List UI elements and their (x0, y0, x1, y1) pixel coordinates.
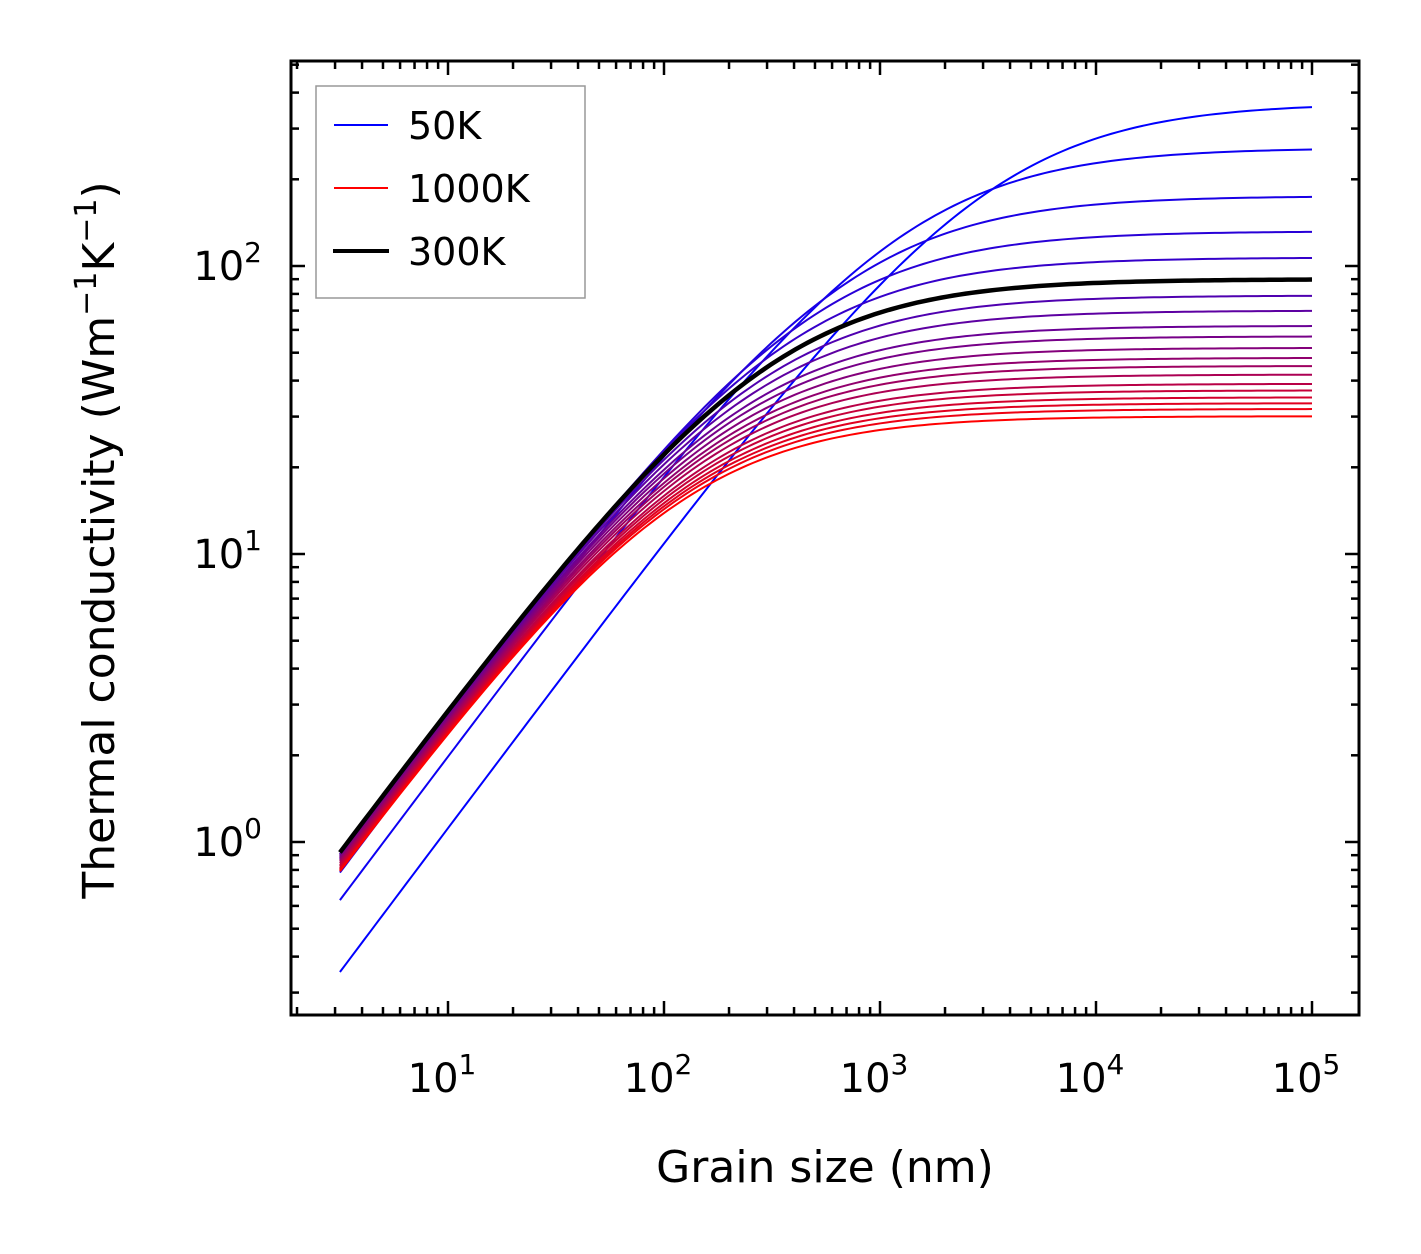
plot-frame (289, 59, 1361, 1017)
series-line-550k (339, 347, 1313, 859)
y-tick-label-base: 10 (193, 244, 244, 290)
series-line-50k (339, 106, 1313, 973)
x-tick-label: 104 (1056, 1048, 1125, 1102)
y-axis-label-unit: K (74, 242, 125, 272)
y-axis-label-close: ) (74, 181, 125, 198)
x-tick-label-base: 10 (408, 1056, 459, 1102)
legend-frame (315, 85, 586, 299)
y-tick-label: 100 (193, 812, 262, 866)
y-tick-label-base: 10 (193, 820, 244, 866)
series-line-950k (339, 408, 1313, 871)
x-tick-label: 101 (408, 1048, 477, 1102)
y-axis-label: Thermal conductivity (Wm−1K−1) (69, 181, 125, 899)
legend-label-300k: 300K (408, 230, 507, 274)
series-line-850k (339, 396, 1313, 869)
series-line-500k (339, 335, 1313, 858)
series-line-450k (339, 325, 1313, 857)
y-tick-label-exponent: 1 (244, 524, 262, 557)
y-axis-label-exp1: −1 (69, 272, 104, 316)
x-tick-label-base: 10 (1056, 1056, 1107, 1102)
x-tick-labels: 101 102 103 104 105 (408, 1048, 1341, 1102)
series-line-1000k (339, 415, 1313, 872)
x-tick-label: 103 (840, 1048, 909, 1102)
x-tick-label: 105 (1272, 1048, 1341, 1102)
x-tick-label-exponent: 3 (891, 1048, 909, 1081)
x-tick-label-base: 10 (840, 1056, 891, 1102)
y-tick-label: 102 (193, 236, 262, 290)
x-tick-label-exponent: 4 (1107, 1048, 1125, 1081)
series-group (338, 106, 1313, 973)
x-tick-label-exponent: 5 (1323, 1048, 1341, 1081)
legend: 50K 1000K 300K (315, 85, 586, 299)
series-line-300k (338, 277, 1313, 854)
y-tick-label: 101 (193, 524, 262, 578)
series-line-650k (339, 365, 1313, 863)
y-tick-label-exponent: 2 (244, 236, 262, 269)
series-line-750k (339, 382, 1313, 866)
series-line-700k (339, 373, 1313, 864)
x-axis-label: Grain size (nm) (656, 1142, 994, 1193)
series-line-400k (339, 309, 1313, 856)
series-line-800k (339, 389, 1313, 868)
y-tick-label-base: 10 (193, 532, 244, 578)
series-line-600k (339, 357, 1313, 861)
legend-label-50k: 50K (408, 104, 482, 148)
y-axis-label-main: Thermal conductivity (Wm (74, 316, 125, 900)
legend-label-1000k: 1000K (408, 167, 531, 211)
y-axis-label-exp2: −1 (69, 199, 104, 243)
x-tick-label: 102 (624, 1048, 693, 1102)
x-tick-label-base: 10 (1272, 1056, 1323, 1102)
x-tick-label-base: 10 (624, 1056, 675, 1102)
y-tick-label-exponent: 0 (244, 812, 262, 845)
x-tick-label-exponent: 2 (675, 1048, 693, 1081)
x-tick-label-exponent: 1 (459, 1048, 477, 1081)
